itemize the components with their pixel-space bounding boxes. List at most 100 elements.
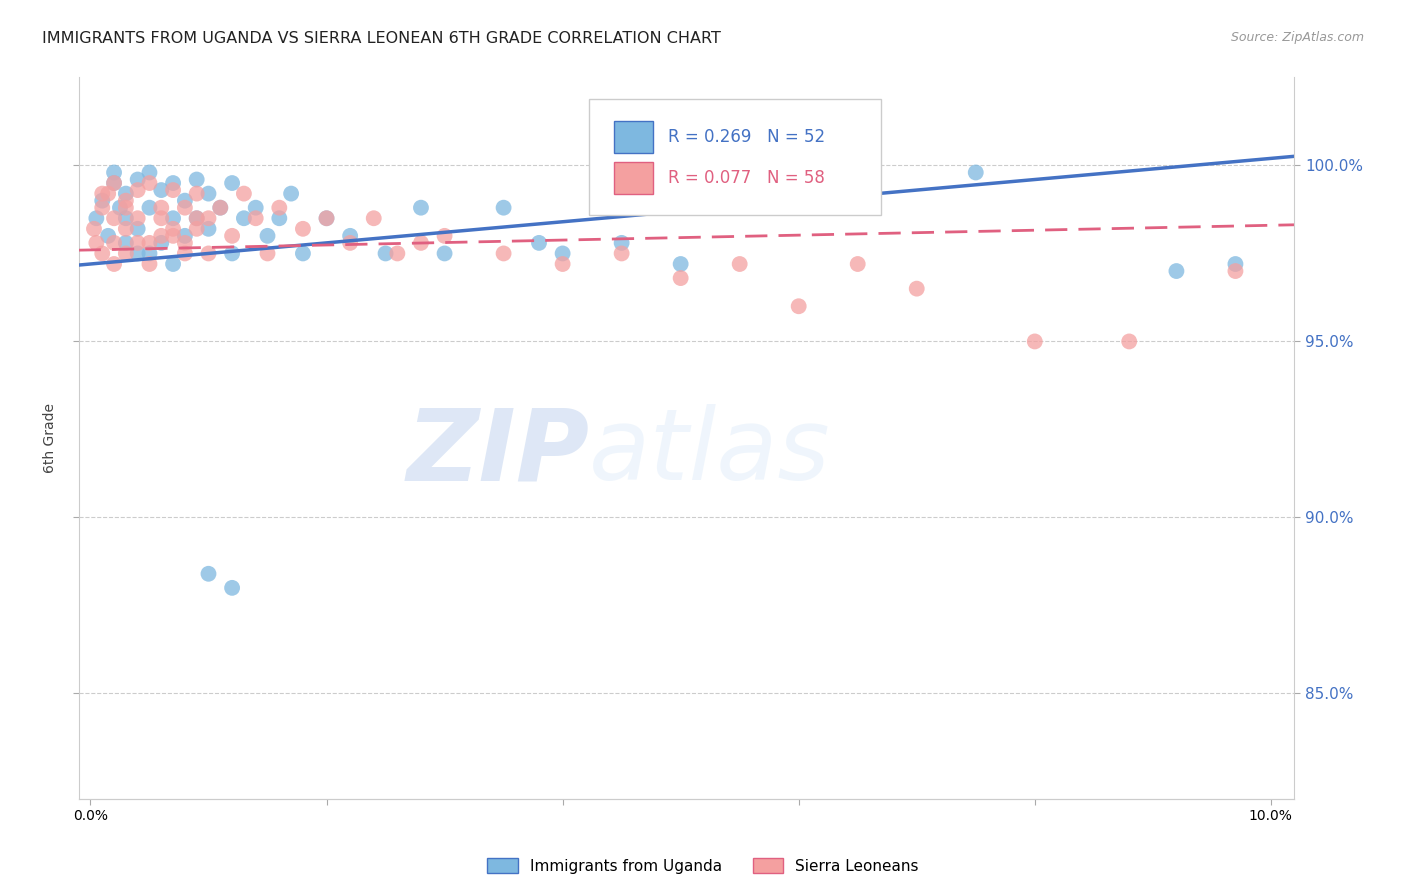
Point — [162, 211, 184, 226]
Point — [1225, 257, 1247, 271]
Point — [86, 235, 108, 250]
Point — [115, 211, 138, 226]
Point — [197, 211, 219, 226]
Point — [1024, 334, 1046, 349]
Point — [232, 211, 254, 226]
Point — [221, 176, 243, 190]
Point — [173, 235, 195, 250]
Point — [728, 257, 751, 271]
Point — [150, 228, 173, 243]
Point — [280, 186, 302, 201]
Point — [97, 228, 120, 243]
Point — [162, 222, 184, 236]
Text: atlas: atlas — [589, 404, 831, 501]
Point — [221, 246, 243, 260]
Y-axis label: 6th Grade: 6th Grade — [44, 403, 58, 474]
Point — [197, 246, 219, 260]
Point — [315, 211, 337, 226]
Point — [245, 211, 267, 226]
Point — [291, 222, 314, 236]
Point — [197, 186, 219, 201]
Point — [245, 201, 267, 215]
Point — [1166, 264, 1188, 278]
Point — [115, 186, 138, 201]
Point — [173, 194, 195, 208]
Point — [492, 246, 515, 260]
Point — [209, 201, 232, 215]
Point — [150, 201, 173, 215]
Point — [433, 228, 456, 243]
Point — [86, 211, 108, 226]
Point — [173, 228, 195, 243]
Point — [103, 165, 125, 179]
Point — [127, 246, 149, 260]
Point — [91, 186, 114, 201]
Point — [115, 246, 138, 260]
Point — [433, 246, 456, 260]
Point — [339, 228, 361, 243]
Point — [186, 211, 208, 226]
Point — [1118, 334, 1140, 349]
Text: ZIP: ZIP — [406, 404, 589, 501]
Point — [315, 211, 337, 226]
FancyBboxPatch shape — [613, 161, 652, 194]
Point — [91, 201, 114, 215]
Point — [127, 235, 149, 250]
Point — [115, 194, 138, 208]
Point — [492, 201, 515, 215]
Text: IMMIGRANTS FROM UGANDA VS SIERRA LEONEAN 6TH GRADE CORRELATION CHART: IMMIGRANTS FROM UGANDA VS SIERRA LEONEAN… — [42, 31, 721, 46]
Point — [221, 228, 243, 243]
Point — [138, 257, 160, 271]
Point — [97, 186, 120, 201]
Point — [787, 299, 810, 313]
Point — [138, 165, 160, 179]
Point — [965, 165, 987, 179]
Point — [610, 246, 633, 260]
Point — [374, 246, 396, 260]
Point — [186, 186, 208, 201]
Point — [269, 201, 291, 215]
Point — [669, 257, 692, 271]
Point — [1225, 264, 1247, 278]
Point — [256, 246, 278, 260]
Point — [339, 235, 361, 250]
Point — [221, 581, 243, 595]
Point — [527, 235, 550, 250]
Point — [787, 172, 810, 186]
Point — [409, 201, 432, 215]
FancyBboxPatch shape — [589, 99, 882, 215]
Point — [108, 201, 131, 215]
Point — [162, 257, 184, 271]
FancyBboxPatch shape — [613, 120, 652, 153]
Point — [162, 183, 184, 197]
Point — [103, 176, 125, 190]
Point — [186, 172, 208, 186]
Point — [846, 257, 869, 271]
Point — [103, 235, 125, 250]
Point — [91, 246, 114, 260]
Point — [138, 176, 160, 190]
Point — [610, 235, 633, 250]
Point — [127, 183, 149, 197]
Point — [905, 282, 928, 296]
Point — [173, 246, 195, 260]
Point — [127, 172, 149, 186]
Point — [269, 211, 291, 226]
Point — [150, 211, 173, 226]
Point — [551, 246, 574, 260]
Point — [197, 222, 219, 236]
Legend: Immigrants from Uganda, Sierra Leoneans: Immigrants from Uganda, Sierra Leoneans — [481, 852, 925, 880]
Point — [291, 246, 314, 260]
Text: Source: ZipAtlas.com: Source: ZipAtlas.com — [1230, 31, 1364, 45]
Point — [197, 566, 219, 581]
Point — [256, 228, 278, 243]
Point — [162, 228, 184, 243]
Point — [103, 176, 125, 190]
Point — [551, 257, 574, 271]
Point — [115, 222, 138, 236]
Point — [127, 211, 149, 226]
Point — [363, 211, 385, 226]
Text: R = 0.269   N = 52: R = 0.269 N = 52 — [668, 128, 825, 145]
Point — [186, 211, 208, 226]
Point — [138, 246, 160, 260]
